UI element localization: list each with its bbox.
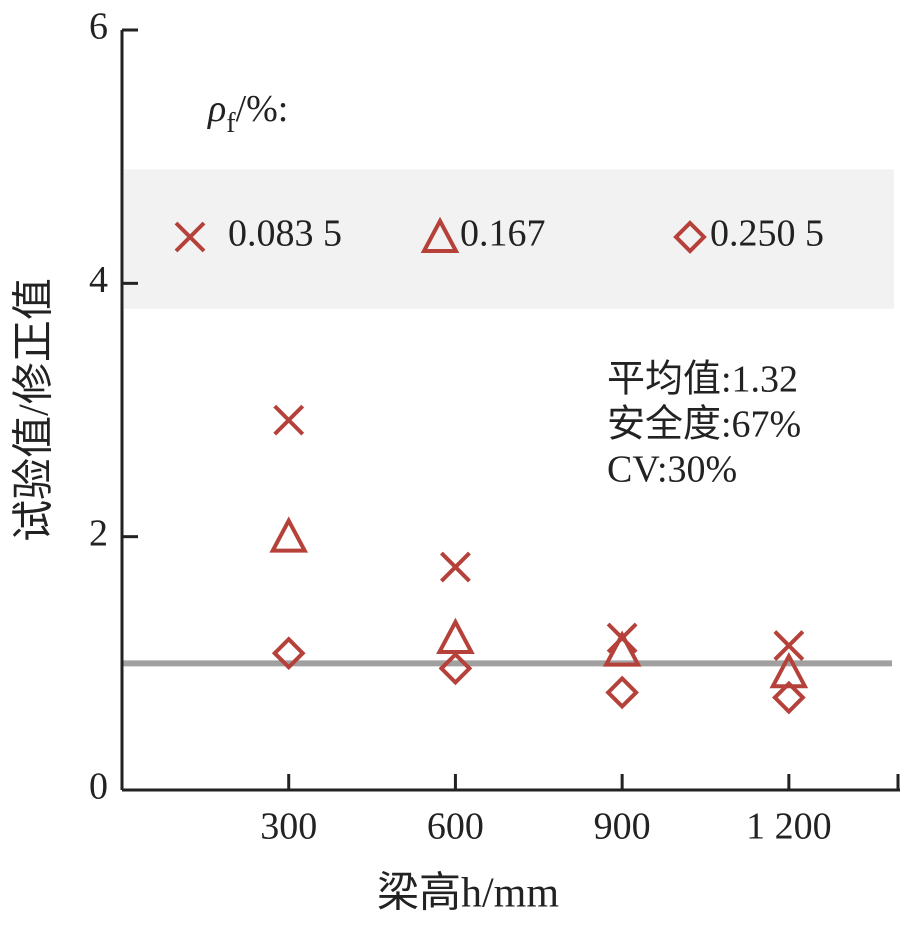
legend-title-unit: /%: <box>236 88 289 130</box>
marker-diamond <box>673 220 707 254</box>
y-tick-label: 4 <box>89 259 108 301</box>
marker-triangle <box>602 630 642 667</box>
y-tick-label: 0 <box>89 766 108 808</box>
y-axis-label: 试验值/修正值 <box>11 278 58 542</box>
legend-title-subscript: f <box>226 108 236 139</box>
marker-diamond <box>605 675 639 710</box>
y-tick-label: 2 <box>89 512 108 554</box>
marker-diamond <box>772 680 806 715</box>
marker-x <box>174 221 206 253</box>
legend-band <box>124 169 894 309</box>
x-axis-label: 梁高h/mm <box>377 871 559 917</box>
x-tick-label: 600 <box>427 806 484 848</box>
legend-label: 0.083 5 <box>228 213 342 255</box>
legend-label: 0.250 5 <box>710 213 824 255</box>
legend-title: ρf/%: <box>207 88 288 140</box>
annotation: 安全度:67% <box>607 404 801 446</box>
marker-triangle <box>436 617 475 654</box>
marker-x <box>773 630 805 662</box>
x-tick-label: 300 <box>260 806 317 848</box>
x-tick-label: 1 200 <box>746 806 832 848</box>
annotation: CV:30% <box>607 449 737 491</box>
marker-x <box>273 404 305 436</box>
legend-label: 0.167 <box>460 213 546 255</box>
marker-triangle <box>269 516 309 553</box>
x-tick-label: 900 <box>594 806 651 848</box>
annotation: 平均值:1.32 <box>607 359 798 401</box>
marker-x <box>440 551 471 583</box>
marker-diamond <box>271 636 306 671</box>
marker-triangle <box>420 216 460 253</box>
marker-diamond <box>438 651 473 686</box>
legend-title-symbol: ρ <box>207 88 226 130</box>
y-tick-label: 6 <box>89 6 108 48</box>
